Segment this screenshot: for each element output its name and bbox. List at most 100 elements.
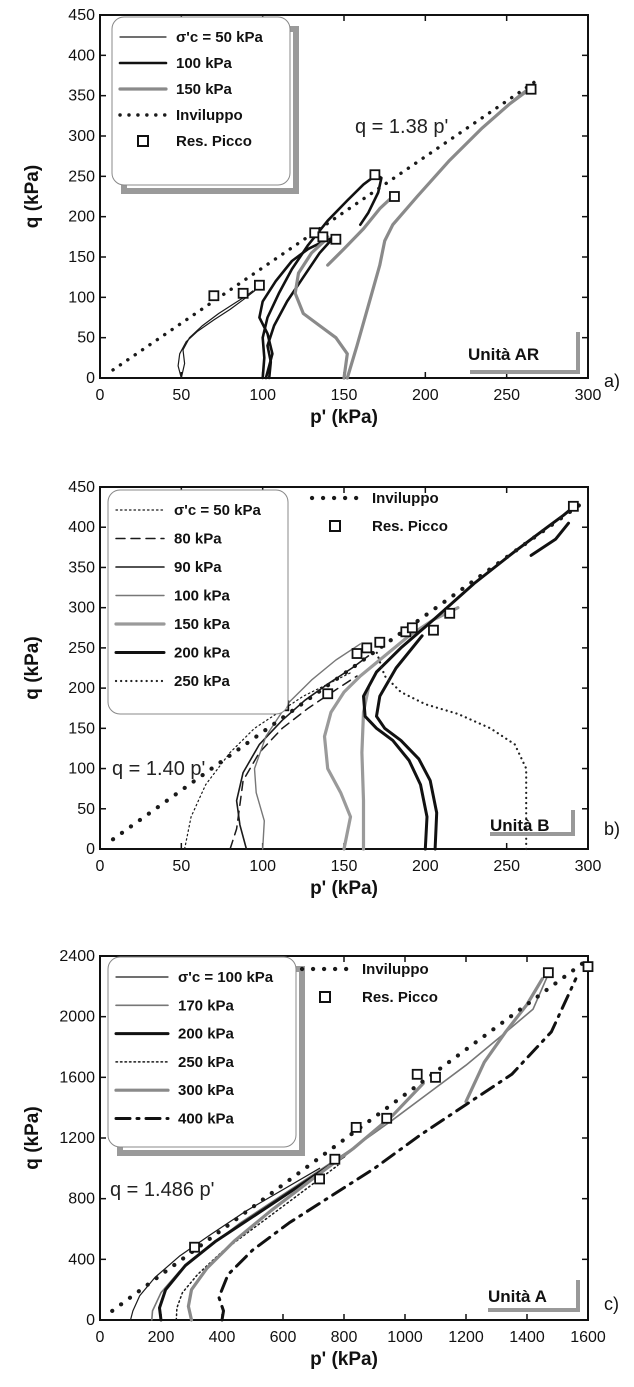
x-axis-label: p' (kPa)	[310, 878, 378, 899]
peak-marker	[542, 967, 554, 979]
y-tick-label: 2000	[59, 1009, 95, 1026]
peak-marker	[430, 1071, 441, 1083]
peak-marker	[330, 233, 342, 245]
y-tick-label: 200	[68, 209, 95, 226]
peak-marker	[582, 961, 594, 973]
peak-marker	[329, 1153, 341, 1165]
x-tick-label: 1200	[448, 1329, 484, 1346]
legend-marker	[329, 520, 341, 532]
y-tick-label: 250	[68, 168, 95, 185]
legend-label: 100 kPa	[176, 55, 233, 72]
series-line-5	[464, 977, 544, 1104]
y-tick-label: 450	[68, 7, 95, 24]
peak-marker	[381, 1112, 393, 1124]
legend-box	[107, 489, 289, 715]
legend-label: σ'c = 50 kPa	[174, 502, 261, 519]
x-axis-label: p' (kPa)	[310, 407, 378, 428]
series-line-10	[110, 502, 583, 842]
x-tick-label: 50	[172, 858, 190, 875]
peak-marker	[254, 279, 265, 291]
y-axis-label: q (kPa)	[22, 636, 43, 699]
envelope-equation: q = 1.40 p'	[112, 758, 205, 780]
panel-b: 0 50 100 150 200 250 300 0 50 100 150 200 250 300 350 4…	[22, 479, 620, 899]
legend-label: 300 kPa	[178, 1082, 235, 1099]
x-tick-label: 300	[575, 858, 602, 875]
peak-marker	[208, 290, 220, 302]
peak-marker	[369, 169, 381, 181]
series-line-0	[129, 1167, 321, 1321]
x-tick-label: 100	[249, 858, 276, 875]
series-line-7	[326, 194, 395, 267]
legend-label: σ'c = 50 kPa	[176, 29, 263, 46]
x-tick-label: 0	[96, 387, 105, 404]
y-tick-label: 300	[68, 128, 95, 145]
y-tick-label: 50	[77, 801, 95, 818]
series-line-4	[186, 1081, 425, 1322]
peak-marker	[411, 1068, 423, 1080]
series-line-3	[258, 235, 338, 380]
y-tick-label: 50	[77, 330, 95, 347]
x-tick-label: 0	[96, 1329, 105, 1346]
y-tick-label: 400	[68, 519, 95, 536]
legend-label: 200 kPa	[178, 1026, 235, 1043]
y-tick-label: 350	[68, 88, 95, 105]
legend-label: 100 kPa	[174, 588, 231, 605]
x-tick-label: 200	[412, 387, 439, 404]
legend-label: Inviluppo	[176, 107, 243, 124]
x-tick-label: 1600	[570, 1329, 606, 1346]
x-axis-label: p' (kPa)	[310, 1349, 378, 1370]
series-line-8	[529, 521, 570, 557]
legend-label: Inviluppo	[362, 961, 429, 978]
x-tick-label: 200	[412, 858, 439, 875]
x-tick-label: 250	[493, 858, 520, 875]
unit-bracket	[470, 332, 580, 374]
series-line-6	[362, 505, 575, 851]
y-tick-label: 350	[68, 559, 95, 576]
peak-marker	[567, 500, 579, 512]
y-tick-label: 300	[68, 600, 95, 617]
x-tick-label: 400	[209, 1329, 236, 1346]
legend-label: Inviluppo	[372, 490, 439, 507]
peak-marker	[350, 1121, 362, 1133]
series-line-6	[345, 89, 528, 380]
panel-label: a)	[604, 371, 620, 391]
peak-marker	[389, 191, 400, 202]
peak-marker	[237, 287, 249, 299]
unit-label: Unità AR	[468, 345, 539, 364]
y-tick-label: 100	[68, 289, 95, 306]
legend-label: Res. Picco	[372, 518, 448, 535]
series-line-0	[184, 671, 353, 850]
unit-bracket	[490, 810, 575, 836]
y-tick-label: 0	[86, 1312, 95, 1329]
unit-label: Unità A	[488, 1287, 547, 1306]
peak-marker	[189, 1241, 200, 1253]
y-tick-label: 150	[68, 720, 95, 737]
x-tick-label: 1400	[509, 1329, 545, 1346]
y-tick-label: 250	[68, 640, 95, 657]
panel-a: 0 50 100 150 200 250 300 0 50 100 150 200 250 300 350 4…	[22, 7, 620, 428]
y-tick-label: 400	[68, 1251, 95, 1268]
legend-label: Res. Picco	[362, 989, 438, 1006]
y-axis-label: q (kPa)	[22, 1106, 43, 1169]
peak-marker	[361, 642, 373, 654]
series-line-3	[253, 643, 361, 850]
legend-label: σ'c = 100 kPa	[178, 969, 274, 986]
y-tick-label: 400	[68, 47, 95, 64]
series-line-6	[217, 977, 578, 1322]
legend-label: 200 kPa	[174, 645, 231, 662]
legend-label: Res. Picco	[176, 133, 252, 150]
y-tick-label: 200	[68, 680, 95, 697]
x-tick-label: 250	[493, 387, 520, 404]
legend-box	[111, 16, 291, 186]
x-tick-label: 1000	[387, 1329, 423, 1346]
y-tick-label: 0	[86, 370, 95, 387]
y-tick-label: 1600	[59, 1069, 95, 1086]
x-tick-label: 150	[331, 387, 358, 404]
legend-shadow	[121, 26, 299, 194]
panel-label: c)	[604, 1294, 619, 1314]
y-tick-label: 150	[68, 249, 95, 266]
legend-label: 80 kPa	[174, 531, 222, 548]
legend-label: 150 kPa	[176, 81, 233, 98]
x-tick-label: 600	[270, 1329, 297, 1346]
